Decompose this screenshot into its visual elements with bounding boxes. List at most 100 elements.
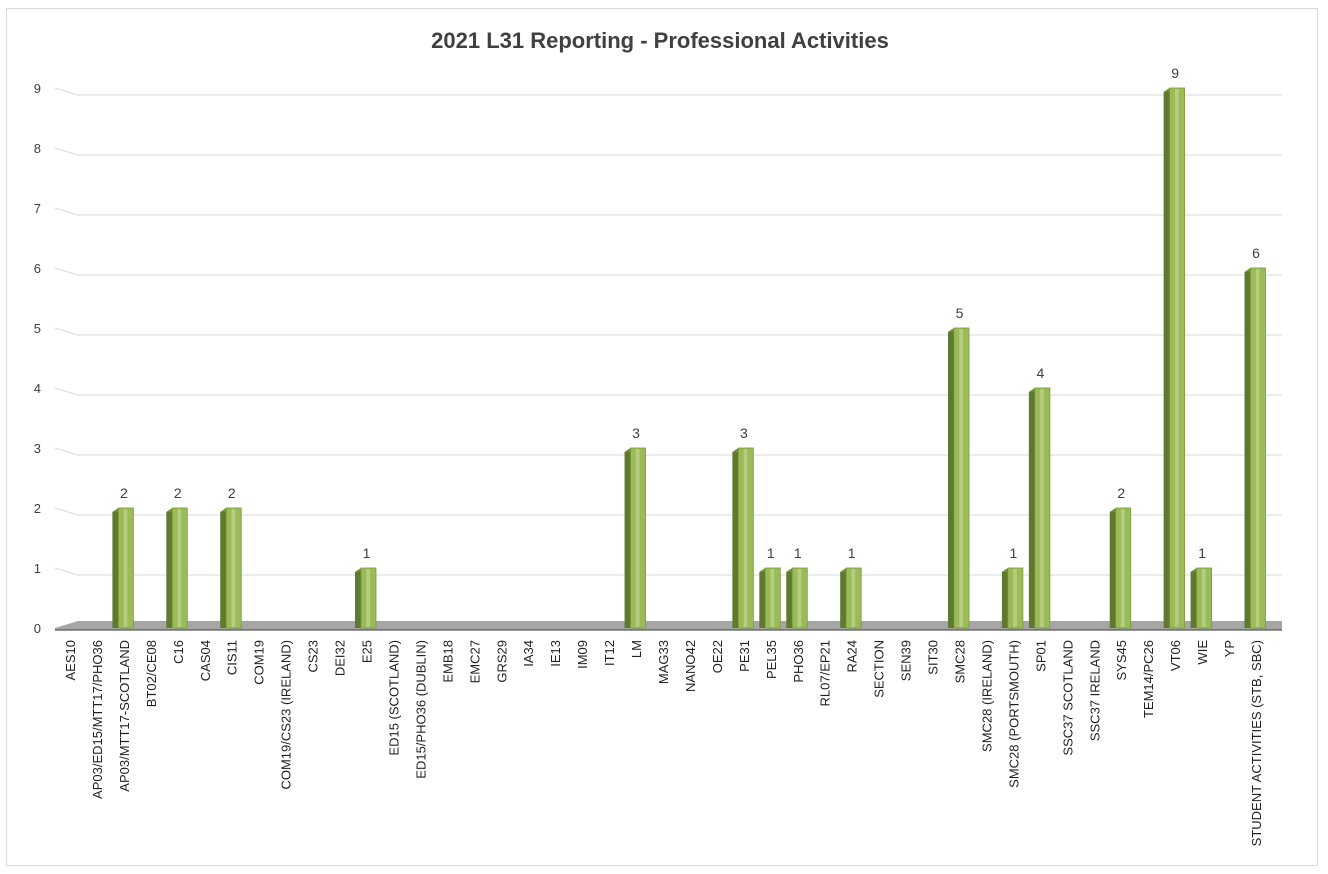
x-tick-label: SMC28 (IRELAND): [979, 640, 994, 752]
bar-highlight: [1040, 389, 1044, 627]
x-tick-label: MAG33: [656, 640, 671, 684]
gridline-side: [54, 447, 79, 456]
x-tick-label: IE13: [548, 640, 563, 667]
x-tick-label: PEL35: [764, 640, 779, 679]
x-tick-label: SIT30: [926, 640, 941, 675]
data-label: 1: [767, 545, 775, 561]
bar: [1001, 567, 1024, 629]
x-tick-label: SSC37 SCOTLAND: [1060, 640, 1075, 756]
bar: [732, 447, 754, 629]
x-tick-label: TEM14/PC26: [1141, 640, 1156, 718]
data-label: 2: [174, 485, 182, 501]
bar-side: [166, 508, 173, 628]
y-axis: 0 1 2 3 4 5 6 7 8 9: [34, 81, 41, 636]
x-axis: AES10 AP03/ED15/MTT17/PHO36 AP03/MTT17-SCO…: [63, 640, 1264, 847]
data-label: 5: [956, 305, 964, 321]
bar: [786, 567, 808, 629]
x-tick-label: BT02/CE08: [144, 640, 159, 707]
bar: [112, 507, 134, 629]
gridline-side: [54, 507, 79, 516]
bar-side: [786, 568, 793, 628]
bar-side: [1244, 268, 1251, 628]
bar-side: [840, 568, 847, 628]
bar-side: [1001, 568, 1008, 628]
gridline-side: [54, 207, 79, 216]
gridlines: [54, 87, 1282, 576]
bar-highlight: [635, 449, 640, 627]
bar-highlight: [1255, 269, 1260, 627]
x-tick-label: CS23: [306, 640, 321, 673]
gridline-side: [54, 87, 79, 96]
x-tick-label: COM19/CS23 (IRELAND): [279, 640, 294, 790]
y-tick-label: 0: [34, 621, 41, 636]
bar-highlight: [1013, 569, 1017, 627]
bar: [220, 507, 242, 629]
gridline-side: [54, 267, 79, 276]
gridline-side: [54, 567, 79, 576]
x-tick-label: SSC37 IRELAND: [1087, 640, 1102, 741]
x-tick-label: IM09: [575, 640, 590, 669]
x-tick-label: LM: [629, 640, 644, 658]
bar-side: [112, 508, 119, 628]
x-tick-label: AP03/MTT17-SCOTLAND: [117, 640, 132, 792]
x-tick-label: CAS04: [198, 640, 213, 681]
bar-highlight: [123, 509, 128, 627]
x-tick-label: OE22: [710, 640, 725, 673]
bar-highlight: [851, 569, 856, 627]
y-tick-label: 9: [34, 81, 41, 96]
x-tick-label: RA24: [845, 640, 860, 673]
x-tick-label: WIE: [1195, 640, 1210, 665]
x-tick-label: SMC28 (PORTSMOUTH): [1006, 640, 1021, 788]
bar: [355, 567, 377, 629]
bar-side: [1190, 568, 1197, 628]
bar-highlight: [770, 569, 775, 627]
bar-side: [948, 328, 954, 628]
gridline-side: [54, 387, 79, 396]
bar-side: [1028, 388, 1035, 628]
bar-highlight: [743, 449, 748, 627]
bar: [948, 327, 970, 629]
data-label: 1: [1010, 545, 1018, 561]
x-tick-label: STUDENT ACTIVITIES (STB, SBC): [1249, 640, 1264, 846]
bar-side: [759, 568, 766, 628]
y-tick-label: 3: [34, 441, 41, 456]
x-tick-label: SEN39: [899, 640, 914, 681]
x-tick-label: SYS45: [1114, 640, 1129, 680]
x-tick-label: RL07/EP21: [818, 640, 833, 707]
bar-highlight: [959, 329, 963, 627]
x-tick-label: C16: [171, 640, 186, 664]
bar-side: [220, 508, 227, 628]
x-tick-label: CIS11: [225, 640, 240, 675]
data-label: 1: [1198, 545, 1206, 561]
x-tick-label: AES10: [63, 640, 78, 680]
bar: [1109, 507, 1132, 629]
bar-highlight: [177, 509, 182, 627]
x-tick-label: NANO42: [683, 640, 698, 692]
x-tick-label: IA34: [521, 640, 536, 667]
x-tick-label: SMC28: [953, 640, 968, 683]
bar: [1244, 267, 1266, 629]
x-tick-label: AP03/ED15/MTT17/PHO36: [90, 640, 105, 799]
x-tick-label: ED15/PHO36 (DUBLIN): [413, 640, 428, 779]
chart-frame: [6, 8, 1318, 866]
bar-highlight: [1174, 89, 1179, 627]
y-tick-label: 4: [34, 381, 41, 396]
x-tick-label: DEI32: [333, 640, 348, 676]
x-tick-label: ED15 (SCOTLAND): [386, 640, 401, 756]
x-tick-label: VT06: [1168, 640, 1183, 671]
gridline-side: [54, 147, 79, 156]
data-label: 9: [1171, 65, 1179, 81]
x-tick-label: IT12: [602, 640, 617, 666]
data-label: 1: [363, 545, 371, 561]
bar: [759, 567, 781, 629]
y-tick-label: 5: [34, 321, 41, 336]
bars: [112, 87, 1266, 629]
data-label: 2: [1117, 485, 1125, 501]
x-tick-label: SECTION: [872, 640, 887, 698]
x-tick-label: E25: [360, 640, 375, 663]
bar-side: [624, 448, 631, 628]
bar: [624, 447, 646, 629]
x-tick-label: GRS29: [494, 640, 509, 683]
